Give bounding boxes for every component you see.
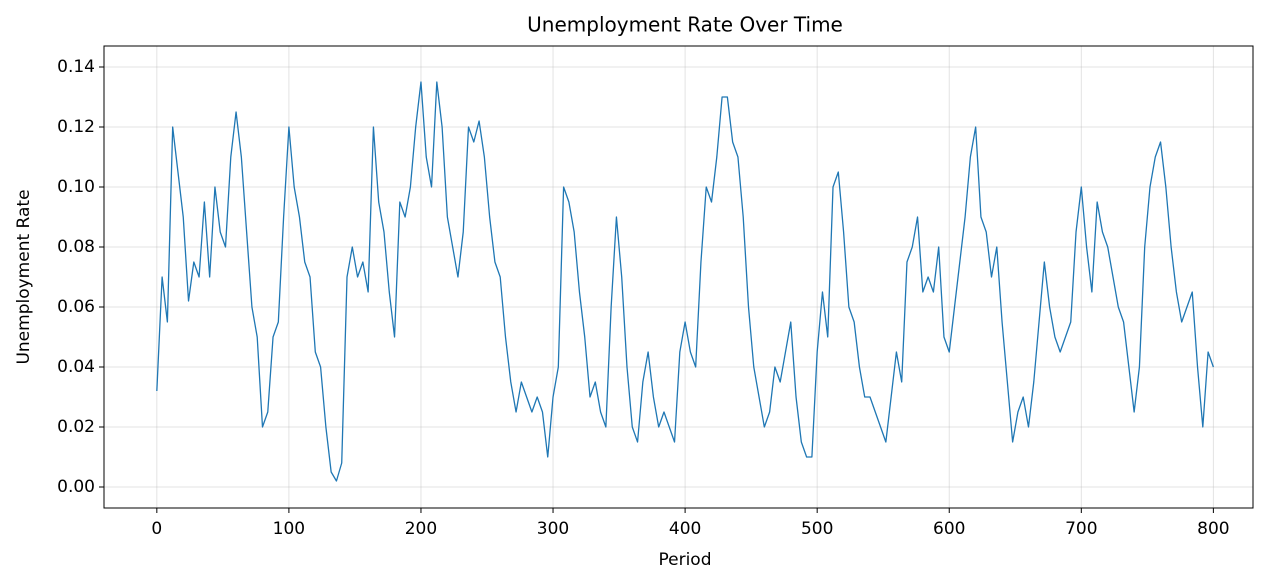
x-tick-label: 200 <box>405 519 437 539</box>
y-tick-label: 0.08 <box>57 237 95 257</box>
x-tick-label: 300 <box>537 519 569 539</box>
y-tick-label: 0.06 <box>57 297 95 317</box>
y-tick-label: 0.12 <box>57 117 95 137</box>
chart-title: Unemployment Rate Over Time <box>527 13 843 37</box>
x-tick-label: 600 <box>933 519 965 539</box>
y-tick-label: 0.00 <box>57 477 95 497</box>
y-tick-label: 0.10 <box>57 177 95 197</box>
y-tick-label: 0.04 <box>57 357 95 377</box>
y-tick-label: 0.02 <box>57 417 95 437</box>
y-tick-label: 0.14 <box>57 57 95 77</box>
plot-frame <box>103 45 1254 509</box>
x-axis-label: Period <box>658 550 711 570</box>
x-tick-label: 700 <box>1065 519 1097 539</box>
x-tick-label: 400 <box>669 519 701 539</box>
x-tick-label: 500 <box>801 519 833 539</box>
x-tick-label: 100 <box>273 519 305 539</box>
x-tick-label: 800 <box>1197 519 1229 539</box>
y-axis-label: Unemployment Rate <box>14 189 34 364</box>
x-tick-label: 0 <box>151 519 162 539</box>
data-line <box>156 81 1214 482</box>
